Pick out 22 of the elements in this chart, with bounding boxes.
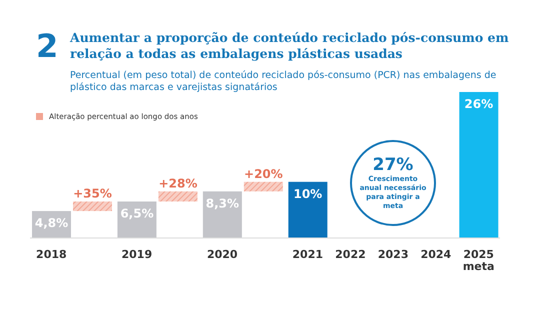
x-tick-label: 2022 <box>335 248 366 261</box>
data-label: 6,5% <box>120 206 154 220</box>
x-tick-label: 2025 meta <box>462 248 494 273</box>
x-tick-label: 2021 <box>292 248 324 261</box>
x-tick-label: 2023 <box>378 248 408 261</box>
x-tick-label: 2019 <box>122 248 152 261</box>
data-label: 10% <box>293 186 322 201</box>
chart-subtitle: Percentual (em peso total) de conteúdo reciclado pós-consumo (PCR) nas embalagens de plástico das marcas e varejistas signatários <box>70 70 498 94</box>
annotation: +28% <box>158 176 198 190</box>
text: 2 <box>36 27 58 65</box>
annotation: 27% <box>372 155 414 175</box>
data-label: 8,3% <box>206 196 240 210</box>
chart-title: Aumentar a proporção de conteúdo reciclado pós-consumo em relação a todas as embalagens plásticas usadas <box>70 30 510 62</box>
data-label: 26% <box>464 97 494 111</box>
annotation: +20% <box>244 166 283 181</box>
data-label: 4,8% <box>34 216 68 230</box>
bar <box>288 182 328 238</box>
annotation: +35% <box>73 186 112 200</box>
bar <box>459 92 498 238</box>
x-tick-label: 2018 <box>36 248 67 261</box>
x-tick-label: 2024 <box>420 248 452 261</box>
x-tick-label: 2020 <box>206 248 238 261</box>
